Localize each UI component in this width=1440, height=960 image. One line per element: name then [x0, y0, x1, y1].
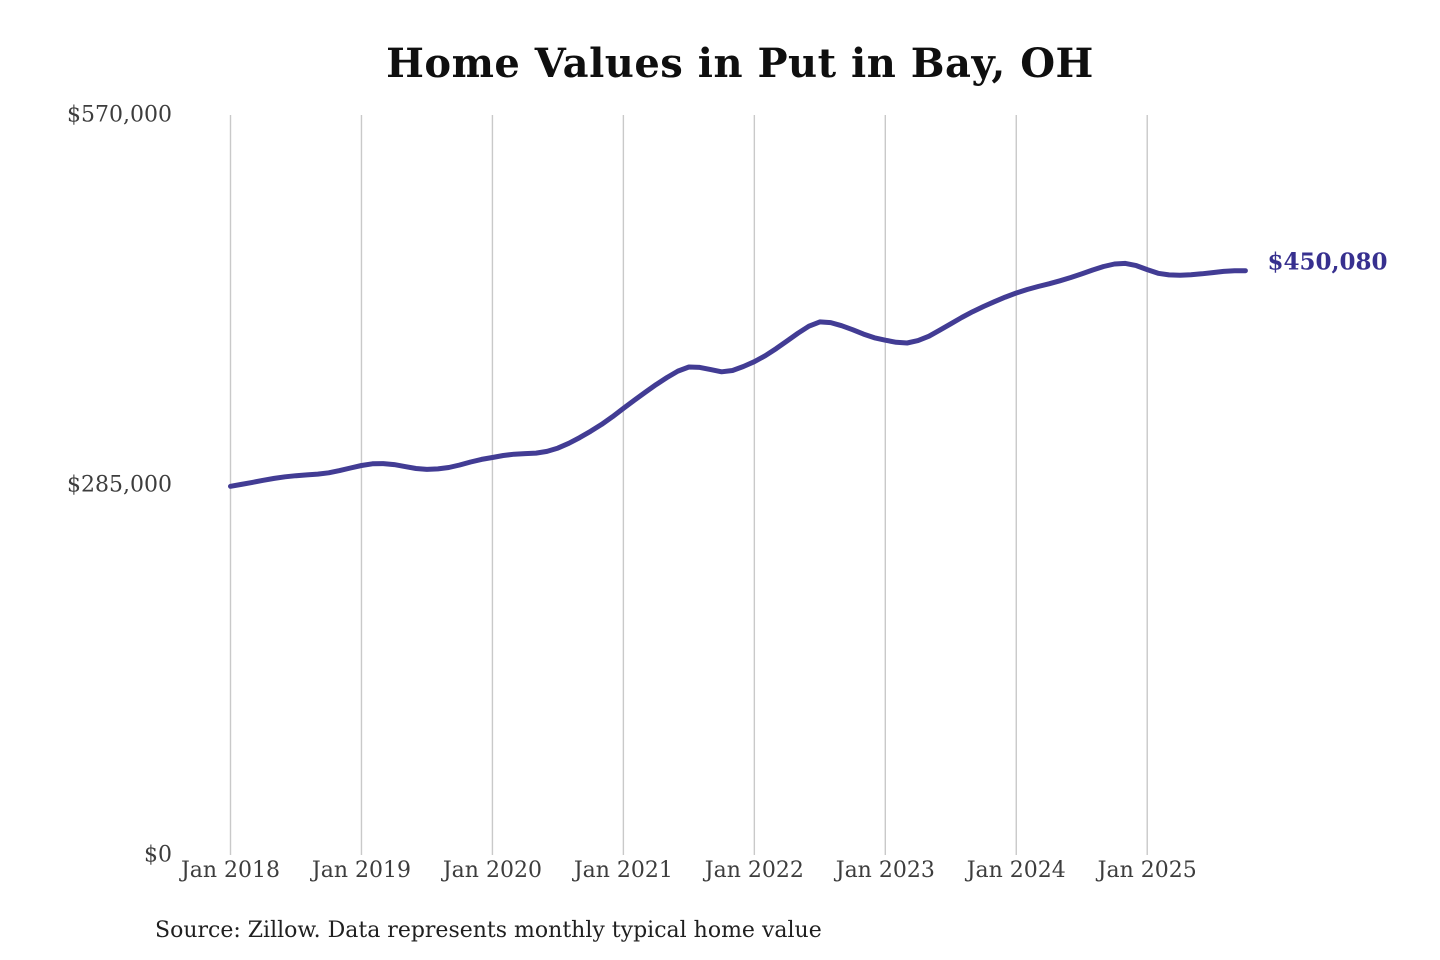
x-tick-label: Jan 2022 — [704, 858, 804, 883]
y-tick-label: $570,000 — [67, 102, 172, 128]
x-tick-label: Jan 2025 — [1097, 858, 1197, 883]
x-tick-label: Jan 2018 — [180, 858, 281, 883]
y-tick-label: $0 — [144, 842, 172, 868]
x-tick-label: Jan 2023 — [835, 858, 935, 883]
end-value-label: $450,080 — [1267, 248, 1388, 276]
chart-title: Home Values in Put in Bay, OH — [386, 40, 1094, 87]
x-tick-label: Jan 2019 — [311, 858, 411, 883]
y-tick-label: $285,000 — [67, 472, 172, 498]
source-note: Source: Zillow. Data represents monthly … — [155, 918, 822, 943]
home-value-line — [228, 260, 1248, 489]
x-tick-label: Jan 2020 — [442, 858, 542, 883]
x-tick-label: Jan 2021 — [573, 858, 673, 883]
x-tick-label: Jan 2024 — [966, 858, 1066, 883]
